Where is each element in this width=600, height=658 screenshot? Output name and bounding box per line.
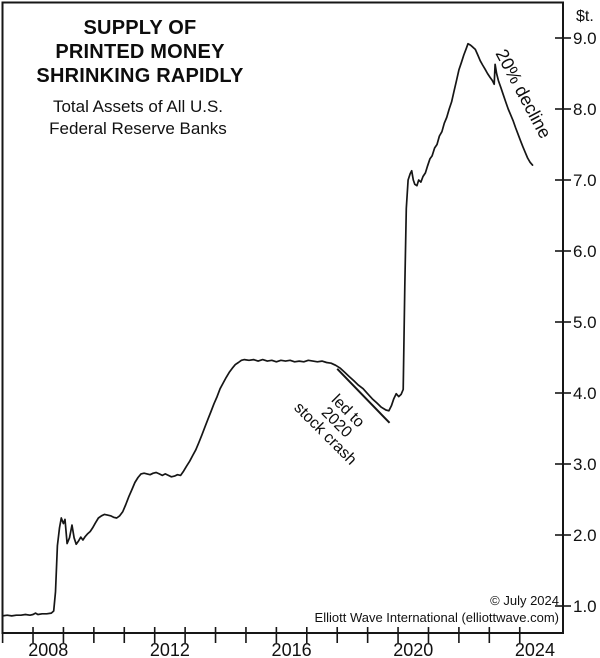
chart-subtitle: Total Assets of All U.S. Federal Reserve… — [14, 96, 262, 140]
chart-title-line: SHRINKING RAPIDLY — [36, 65, 244, 87]
credit-text: Elliott Wave International (elliottwave.… — [314, 610, 559, 625]
x-tick-label: 2016 — [271, 640, 312, 658]
trend-annotation-line — [336, 368, 391, 424]
y-tick-label: 7.0 — [573, 171, 597, 190]
y-tick-label: 1.0 — [573, 597, 597, 616]
y-tick-label: 2.0 — [573, 526, 597, 545]
y-tick-label: 9.0 — [573, 29, 597, 48]
x-tick-label: 2020 — [393, 640, 434, 658]
y-tick-label: 5.0 — [573, 313, 597, 332]
chart-title-line: PRINTED MONEY — [55, 41, 225, 63]
source-block: © July 2024 Elliott Wave International (… — [315, 592, 559, 626]
copyright-text: © July 2024 — [490, 593, 559, 608]
x-tick-label: 2012 — [149, 640, 190, 658]
x-tick-label: 2024 — [514, 640, 555, 658]
x-tick-label: 2008 — [28, 640, 69, 658]
y-tick-label: 8.0 — [573, 100, 597, 119]
fed-assets-curve — [1, 42, 534, 617]
y-tick-label: 4.0 — [573, 384, 597, 403]
y-axis-unit-label: $t. — [576, 8, 594, 25]
chart-title-line: SUPPLY OF — [83, 17, 197, 39]
plot-border — [1, 1, 564, 634]
chart-subtitle-line: Federal Reserve Banks — [49, 119, 227, 138]
chart-title: SUPPLY OF PRINTED MONEY SHRINKING RAPIDL… — [14, 16, 266, 88]
chart-subtitle-line: Total Assets of All U.S. — [52, 97, 224, 116]
y-tick-label: 6.0 — [573, 242, 597, 261]
y-tick-label: 3.0 — [573, 455, 597, 474]
